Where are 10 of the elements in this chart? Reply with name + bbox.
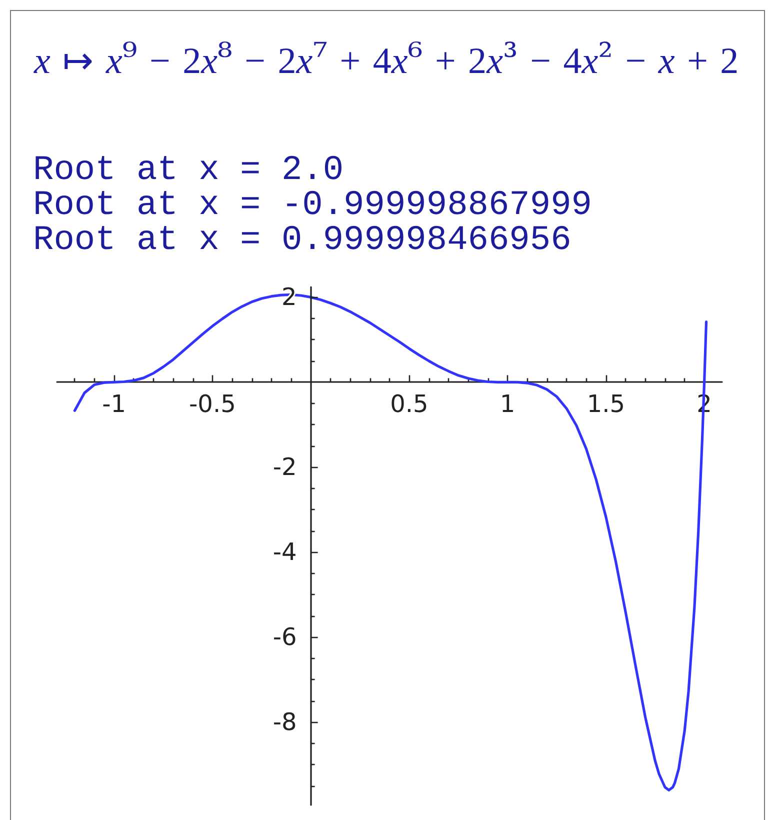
x-tick-label: 0.5 (390, 390, 428, 418)
x-tick-label: 1.5 (586, 390, 626, 418)
x-tick-label: 1 (500, 390, 516, 418)
x-tick-label: -1 (102, 390, 126, 418)
y-tick-label: -4 (272, 538, 297, 566)
chart-title: x ↦ x⁹ − 2x⁸ − 2x⁷ + 4x⁶ + 2x³ − 4x² − x + 2 (34, 34, 739, 82)
y-tick-label: -8 (272, 708, 297, 736)
y-tick-label: -2 (272, 453, 297, 482)
y-tick-label: -6 (272, 623, 297, 652)
x-tick-label: -0.5 (189, 390, 236, 418)
